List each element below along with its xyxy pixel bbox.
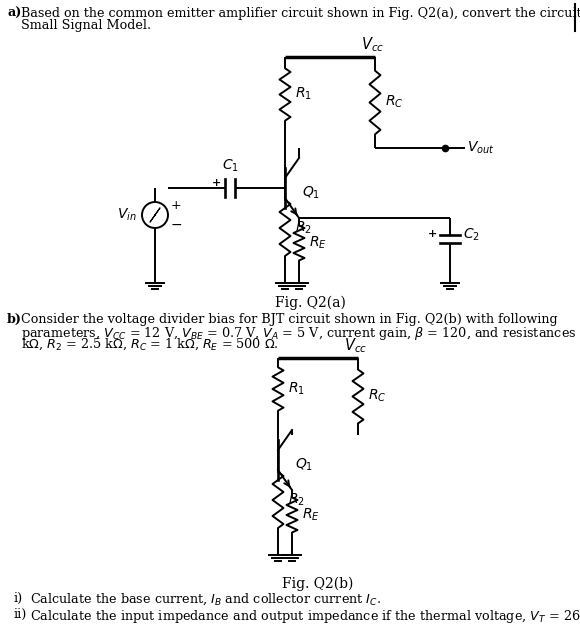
Text: $R_E$: $R_E$ <box>309 235 327 251</box>
Text: $V_{cc}$: $V_{cc}$ <box>361 35 385 54</box>
Text: $C_2$: $C_2$ <box>463 227 480 243</box>
Text: $R_C$: $R_C$ <box>385 94 404 110</box>
Text: Calculate the base current, $I_B$ and collector current $I_C$.: Calculate the base current, $I_B$ and co… <box>30 592 381 607</box>
Text: Calculate the input impedance and output impedance if the thermal voltage, $V_T$: Calculate the input impedance and output… <box>30 608 580 625</box>
Text: Fig. Q2(b): Fig. Q2(b) <box>282 577 354 591</box>
Text: $R_1$: $R_1$ <box>295 86 312 102</box>
Text: Small Signal Model.: Small Signal Model. <box>21 19 151 32</box>
Text: $V_{in}$: $V_{in}$ <box>117 207 137 223</box>
Text: Based on the common emitter amplifier circuit shown in Fig. Q2(a), convert the c: Based on the common emitter amplifier ci… <box>21 7 580 20</box>
Text: $R_2$: $R_2$ <box>288 492 305 508</box>
Text: +: + <box>212 176 221 187</box>
Text: b): b) <box>7 313 22 326</box>
Text: Fig. Q2(a): Fig. Q2(a) <box>274 296 346 310</box>
Text: a): a) <box>7 7 21 20</box>
Text: $V_{cc}$: $V_{cc}$ <box>345 336 368 355</box>
Text: $R_E$: $R_E$ <box>302 507 320 523</box>
Text: +: + <box>428 227 437 238</box>
Text: $V_{out}$: $V_{out}$ <box>467 140 495 156</box>
Text: $C_1$: $C_1$ <box>222 158 238 174</box>
Text: $Q_1$: $Q_1$ <box>302 185 320 201</box>
Text: +: + <box>171 198 182 211</box>
Text: $R_1$: $R_1$ <box>288 381 305 397</box>
Text: −: − <box>171 218 183 232</box>
Text: Consider the voltage divider bias for BJT circuit shown in Fig. Q2(b) with follo: Consider the voltage divider bias for BJ… <box>21 313 557 326</box>
Text: parameters, $V_{CC}$ = 12 V, $V_{BE}$ = 0.7 V, $V_A$ = 5 V, current gain, $\beta: parameters, $V_{CC}$ = 12 V, $V_{BE}$ = … <box>21 325 580 342</box>
Text: $Q_1$: $Q_1$ <box>295 457 313 473</box>
Text: $R_C$: $R_C$ <box>368 388 386 404</box>
Text: $R_2$: $R_2$ <box>295 220 312 236</box>
Text: i): i) <box>14 592 23 605</box>
Text: k$\Omega$, $R_2$ = 2.5 k$\Omega$, $R_C$ = 1 k$\Omega$, $R_E$ = 500 $\Omega$.: k$\Omega$, $R_2$ = 2.5 k$\Omega$, $R_C$ … <box>21 337 279 352</box>
Text: ii): ii) <box>14 608 27 621</box>
